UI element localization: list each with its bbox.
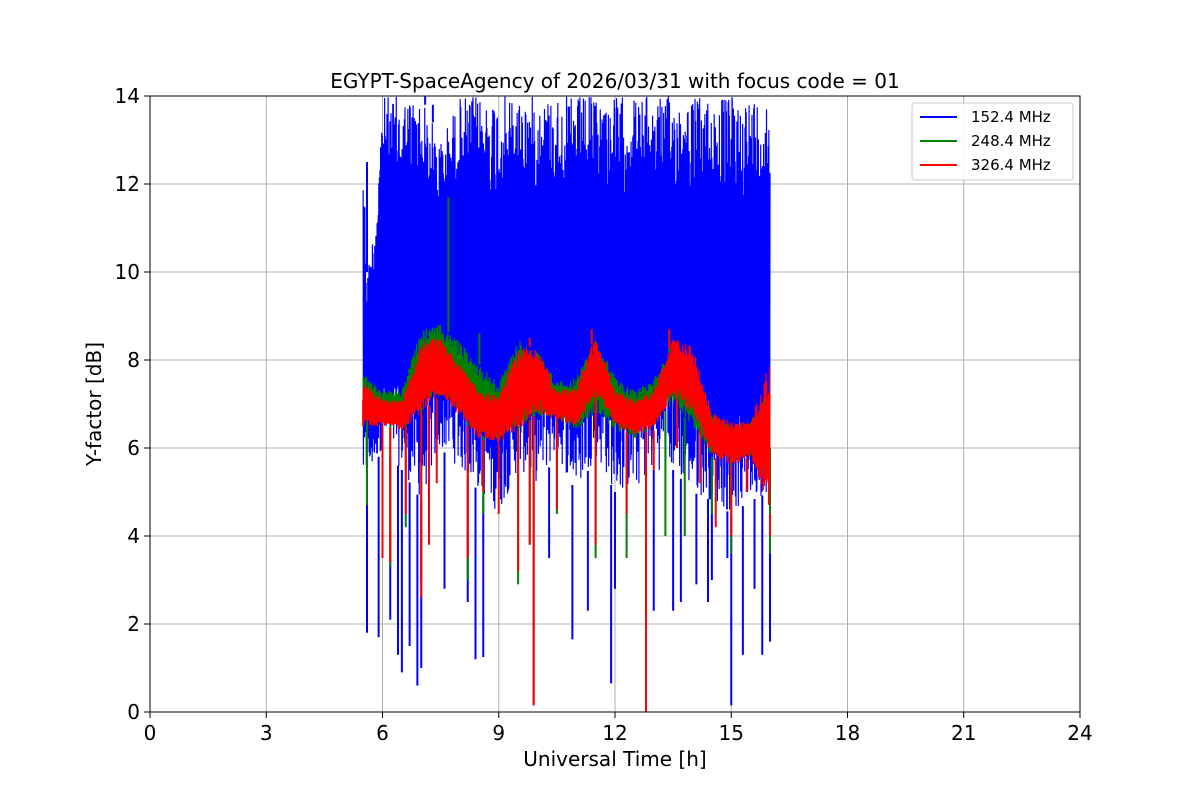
y-axis-label: Y-factor [dB]	[82, 342, 106, 467]
y-tick-label: 14	[115, 84, 140, 108]
y-axis: 0 2 4 6 8 10 12 14	[115, 84, 150, 724]
chart-title: EGYPT-SpaceAgency of 2026/03/31 with foc…	[330, 69, 899, 93]
y-tick-label: 0	[127, 700, 140, 724]
y-tick-label: 6	[127, 436, 140, 460]
x-axis-label: Universal Time [h]	[523, 747, 706, 771]
x-tick-label: 21	[951, 721, 976, 745]
series-layer	[362, 96, 771, 712]
y-tick-label: 12	[115, 172, 140, 196]
x-tick-label: 24	[1067, 721, 1092, 745]
series-3	[362, 329, 771, 712]
x-tick-label: 0	[144, 721, 157, 745]
x-tick-label: 15	[719, 721, 744, 745]
legend-label: 248.4 MHz	[971, 132, 1051, 150]
y-tick-label: 10	[115, 260, 140, 284]
series-line	[362, 338, 771, 505]
x-axis: 0 3 6 9 12 15 18 21 24	[144, 712, 1093, 745]
legend-label: 326.4 MHz	[971, 156, 1051, 174]
y-tick-label: 8	[127, 348, 140, 372]
x-tick-label: 18	[835, 721, 860, 745]
y-tick-label: 2	[127, 612, 140, 636]
x-tick-label: 9	[492, 721, 505, 745]
legend: 152.4 MHz 248.4 MHz 326.4 MHz	[911, 102, 1074, 181]
y-tick-label: 4	[127, 524, 140, 548]
x-tick-label: 6	[376, 721, 389, 745]
x-tick-label: 3	[260, 721, 273, 745]
x-tick-label: 12	[602, 721, 627, 745]
legend-label: 152.4 MHz	[971, 108, 1051, 126]
legend-box	[911, 102, 1074, 181]
